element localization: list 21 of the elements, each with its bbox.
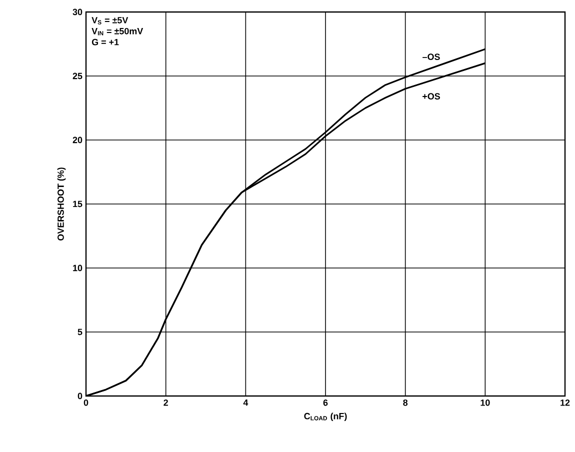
- x-tick-label: 10: [480, 400, 490, 406]
- annotation: V$_{S}$ = ±5V: [92, 17, 128, 24]
- y-tick-label: 0: [78, 392, 82, 400]
- y-tick-label: 25: [72, 72, 82, 80]
- annotation: G = +1: [92, 38, 119, 46]
- annotation: V$_{IN}$ = ±50mV: [92, 28, 144, 36]
- y-tick-label: 20: [72, 136, 82, 144]
- series-label: +OS: [422, 93, 440, 100]
- x-axis-title: C$_{LOAD}$ (nF): [304, 412, 347, 422]
- x-tick-label: 12: [560, 400, 570, 406]
- y-axis-title: OVERSHOOT (%): [57, 168, 66, 240]
- y-tick-label: 5: [78, 328, 82, 336]
- x-tick-label: 4: [243, 400, 248, 406]
- x-tick-label: 8: [403, 400, 408, 406]
- y-tick-label: 30: [72, 8, 82, 16]
- x-tick-label: 2: [164, 400, 168, 406]
- y-tick-label: 10: [73, 264, 82, 272]
- x-tick-label: 0: [84, 400, 88, 406]
- x-tick-label: 6: [323, 400, 328, 406]
- y-tick-label: 15: [73, 200, 82, 208]
- series-label: –OS: [422, 54, 440, 60]
